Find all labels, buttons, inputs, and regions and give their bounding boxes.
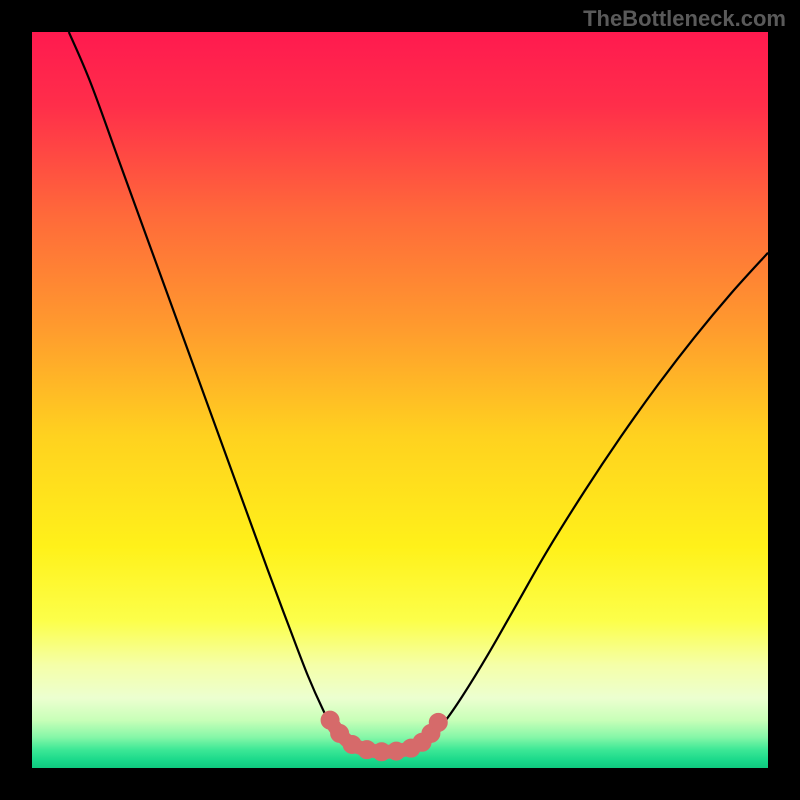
- plot-area: [32, 32, 768, 768]
- marker-dot: [429, 713, 447, 731]
- marker-group: [321, 711, 447, 761]
- curve-layer: [32, 32, 768, 768]
- watermark-text: TheBottleneck.com: [583, 6, 786, 32]
- bottleneck-curve: [69, 32, 768, 752]
- chart-container: TheBottleneck.com: [0, 0, 800, 800]
